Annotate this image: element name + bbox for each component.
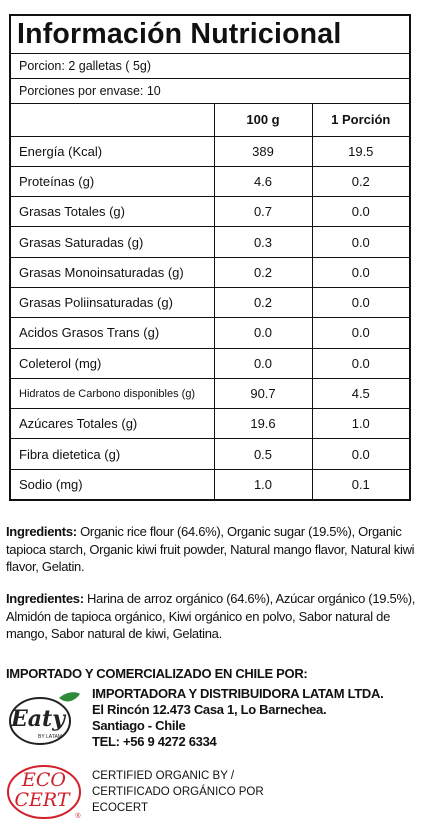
nutrient-name: Coleterol (mg) bbox=[9, 347, 215, 379]
certification-line: CERTIFIED ORGANIC BY / bbox=[92, 770, 235, 782]
nutrition-table: Información Nutricional Porcion: 2 galle… bbox=[9, 14, 412, 501]
nutrient-value: 4.6 bbox=[213, 165, 313, 198]
nutrient-value: 0.5 bbox=[213, 438, 313, 470]
certification-line: CERTIFICADO ORGÁNICO POR bbox=[92, 786, 264, 798]
nutrient-row: Proteínas (g) 4.6 0.2 bbox=[9, 165, 411, 198]
nutrient-value: 0.2 bbox=[213, 256, 313, 288]
nutrient-row: Grasas Poliinsaturadas (g) 0.2 0.0 bbox=[9, 286, 411, 319]
leaf bbox=[59, 692, 80, 702]
nutrient-value: 0.0 bbox=[213, 347, 313, 379]
nutrient-name: Sodio (mg) bbox=[9, 468, 215, 501]
table-title: Información Nutricional bbox=[9, 14, 411, 54]
logo-subtext: BY LATAM bbox=[38, 734, 62, 740]
nutrient-value: 389 bbox=[213, 135, 313, 167]
blank-header bbox=[9, 102, 215, 137]
ingredients-text: Harina de arroz orgánico (64.6%), Azúcar… bbox=[6, 591, 416, 641]
nutrient-row: Coleterol (mg) 0.0 0.0 bbox=[9, 347, 411, 379]
nutrient-value: 0.0 bbox=[311, 286, 411, 319]
importer-line: TEL: +56 9 4272 6334 bbox=[92, 734, 217, 749]
nutrient-name: Energía (Kcal) bbox=[9, 135, 215, 167]
nutrient-value: 0.0 bbox=[311, 317, 411, 349]
nutrient-value: 1.0 bbox=[213, 468, 313, 501]
nutrient-name: Grasas Totales (g) bbox=[9, 196, 215, 228]
ingredients-es: Ingredientes: Harina de arroz orgánico (… bbox=[6, 590, 416, 643]
nutrient-name: Grasas Saturadas (g) bbox=[9, 226, 215, 258]
nutrient-row: Hidratos de Carbono disponibles (g) 90.7 4… bbox=[9, 377, 411, 410]
nutrient-value: 0.0 bbox=[311, 226, 411, 258]
nutrient-name: Hidratos de Carbono disponibles (g) bbox=[9, 377, 215, 410]
nutrient-name: Proteínas (g) bbox=[9, 165, 215, 198]
nutrient-row: Azúcares Totales (g) 19.6 1.0 bbox=[9, 408, 411, 440]
nutrient-value: 0.1 bbox=[311, 468, 411, 501]
nutrient-row: Grasas Saturadas (g) 0.3 0.0 bbox=[9, 226, 411, 258]
ingredients-label: Ingredients: bbox=[6, 524, 77, 539]
eaty-logo: Eaty BY LATAM bbox=[9, 692, 80, 745]
nutrient-value: 19.6 bbox=[213, 408, 313, 440]
logo-top: ECO bbox=[21, 769, 66, 791]
ingredients-label: Ingredientes: bbox=[6, 591, 84, 606]
ingredients-text: Organic rice flour (64.6%), Organic suga… bbox=[6, 524, 415, 574]
nutrient-name: Azúcares Totales (g) bbox=[9, 408, 215, 440]
nutrient-name: Grasas Monoinsaturadas (g) bbox=[9, 256, 215, 288]
importer-heading: IMPORTADO Y COMERCIALIZADO EN CHILE POR: bbox=[6, 666, 308, 681]
nutrient-value: 0.0 bbox=[311, 256, 411, 288]
nutrient-row: Sodio (mg) 1.0 0.1 bbox=[9, 468, 411, 501]
nutrient-value: 0.2 bbox=[311, 165, 411, 198]
nutrient-value: 90.7 bbox=[213, 377, 313, 410]
nutrient-value: 0.3 bbox=[213, 226, 313, 258]
registered-mark: ® bbox=[75, 812, 81, 820]
nutrient-value: 0.0 bbox=[311, 438, 411, 470]
logo-text: Eaty bbox=[10, 706, 67, 732]
nutrient-value: 19.5 bbox=[311, 135, 411, 167]
importer-line: El Rincón 12.473 Casa 1, Lo Barnechea. bbox=[92, 702, 327, 717]
nutrient-name: Grasas Poliinsaturadas (g) bbox=[9, 286, 215, 319]
ecocert-logo: ECO CERT ® bbox=[7, 765, 81, 820]
nutrient-row: Acidos Grasos Trans (g) 0.0 0.0 bbox=[9, 317, 411, 349]
nutrient-value: 0.2 bbox=[213, 286, 313, 319]
nutrient-value: 0.0 bbox=[311, 347, 411, 379]
nutrient-value: 1.0 bbox=[311, 408, 411, 440]
column-header: 100 g bbox=[213, 102, 313, 137]
nutrient-value: 4.5 bbox=[311, 377, 411, 410]
serving-size: Porcion: 2 galletas ( 5g) bbox=[9, 52, 411, 79]
servings-per-pack: Porciones por envase: 10 bbox=[9, 77, 411, 104]
certification-line: ECOCERT bbox=[92, 802, 149, 814]
nutrient-value: 0.7 bbox=[213, 196, 313, 228]
logo-ring bbox=[9, 697, 71, 745]
logo-ring bbox=[7, 765, 81, 819]
nutrient-row: Energía (Kcal) 389 19.5 bbox=[9, 135, 411, 167]
column-header: 1 Porción bbox=[311, 102, 411, 137]
logo-bottom: CERT bbox=[14, 789, 70, 811]
nutrient-name: Acidos Grasos Trans (g) bbox=[9, 317, 215, 349]
nutrient-row: Fibra dietetica (g) 0.5 0.0 bbox=[9, 438, 411, 470]
nutrient-value: 0.0 bbox=[311, 196, 411, 228]
nutrient-row: Grasas Totales (g) 0.7 0.0 bbox=[9, 196, 411, 228]
nutrient-name: Fibra dietetica (g) bbox=[9, 438, 215, 470]
importer-line: Santiago - Chile bbox=[92, 718, 186, 733]
nutrient-row: Grasas Monoinsaturadas (g) 0.2 0.0 bbox=[9, 256, 411, 288]
nutrient-value: 0.0 bbox=[213, 317, 313, 349]
ingredients-en: Ingredients: Organic rice flour (64.6%),… bbox=[6, 523, 416, 576]
importer-line: IMPORTADORA Y DISTRIBUIDORA LATAM LTDA. bbox=[92, 686, 384, 701]
